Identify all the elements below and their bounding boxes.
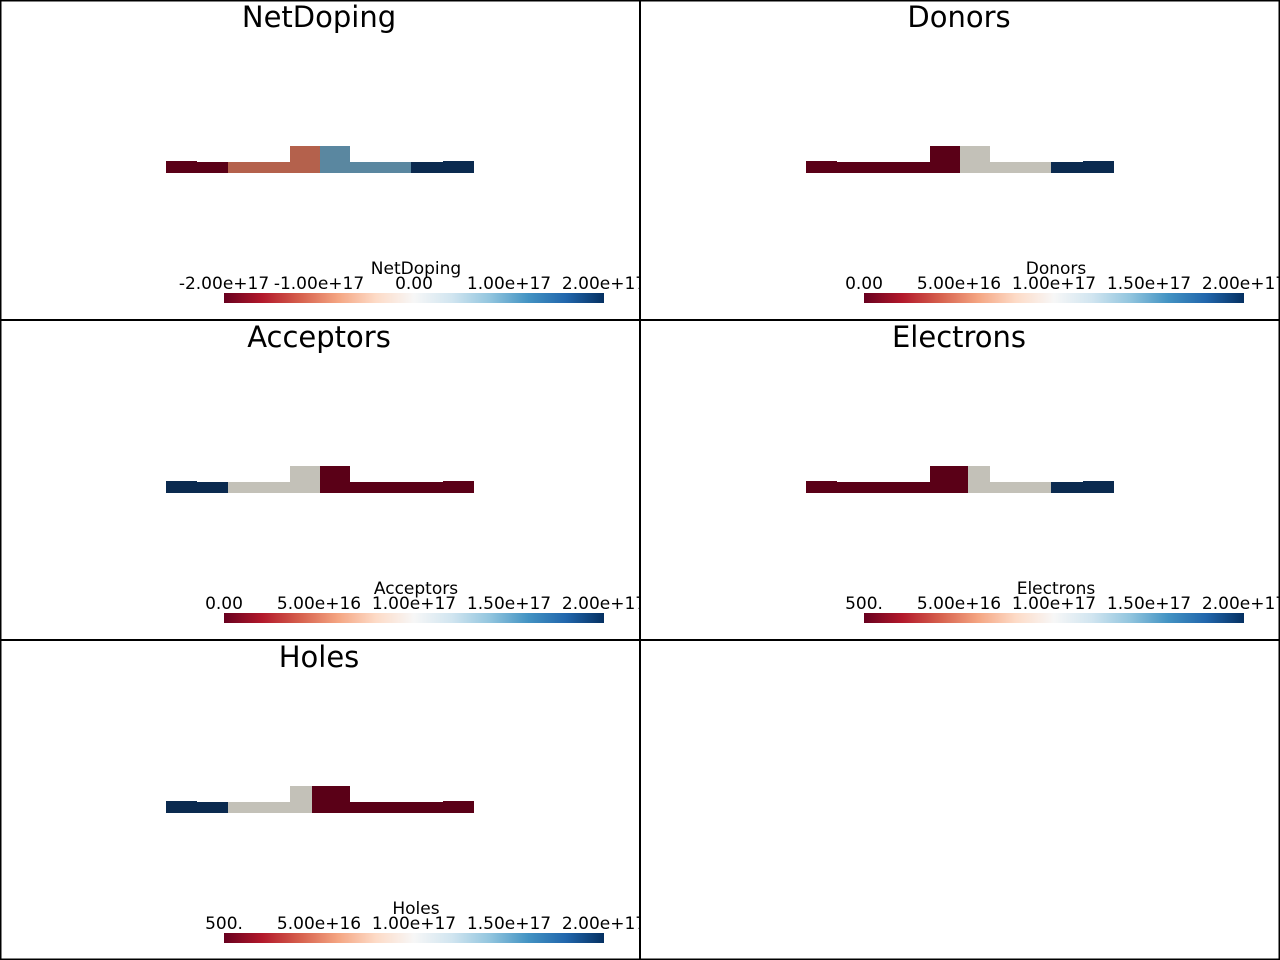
colorbar-title: Electrons	[1017, 579, 1096, 599]
colorbar	[864, 613, 1244, 623]
mesh-region	[320, 466, 350, 493]
mesh-region	[320, 146, 350, 173]
panel-canvas: Acceptors Acceptors 0.00 5.00e+16 1.00e+17 1.…	[166, 320, 640, 623]
mesh-region	[228, 162, 320, 173]
colorbar-tick-label: 1.00e+17	[372, 914, 456, 934]
mesh-cap	[443, 161, 474, 163]
colorbar	[224, 933, 604, 943]
colorbar-tick-label: 5.00e+16	[277, 914, 361, 934]
panel-title: Donors	[907, 0, 1010, 34]
colorbar-tick-label: 0.00	[395, 274, 433, 294]
mesh-region	[411, 162, 474, 173]
mesh-cap	[1083, 161, 1114, 163]
colorbar-tick-label: 1.00e+17	[1012, 274, 1096, 294]
mesh-region	[806, 482, 968, 493]
mesh-region	[290, 786, 312, 813]
panel-canvas: NetDoping NetDoping -2.00e+17 -1.00e+17 0.00…	[166, 0, 640, 303]
mesh-region	[960, 162, 1051, 173]
mesh-region	[320, 162, 411, 173]
mesh-cap	[806, 481, 837, 483]
mesh-region	[228, 802, 312, 813]
panel-canvas: Electrons Electrons 500. 5.00e+16 1.00e+17 1.…	[806, 320, 1280, 623]
plot-panel: NetDoping NetDoping -2.00e+17 -1.00e+17 0.00…	[0, 0, 640, 320]
mesh-cap	[1083, 481, 1114, 483]
colorbar-tick-label: 1.50e+17	[1107, 274, 1191, 294]
panel-title: Electrons	[892, 320, 1026, 354]
colorbar-tick-label: 5.00e+16	[917, 274, 1001, 294]
mesh-cap	[166, 481, 197, 483]
mesh-region	[960, 146, 990, 173]
colorbar-tick-label: 2.00e+17	[1202, 274, 1280, 294]
colorbar-tick-label: 1.00e+17	[372, 594, 456, 614]
mesh-region	[166, 482, 228, 493]
mesh-region	[320, 482, 474, 493]
mesh-cap	[166, 161, 197, 163]
mesh-region	[1051, 482, 1114, 493]
plot-panel: Acceptors Acceptors 0.00 5.00e+16 1.00e+17 1.…	[0, 320, 640, 640]
mesh-region	[312, 802, 474, 813]
colorbar-title: NetDoping	[371, 259, 461, 279]
panel-canvas: Donors Donors 0.00 5.00e+16 1.00e+17 1.50e+17…	[806, 0, 1280, 303]
mesh-cap	[443, 481, 474, 483]
colorbar-tick-label: 1.50e+17	[467, 914, 551, 934]
colorbar-tick-label: -1.00e+17	[274, 274, 364, 294]
mesh-cap	[806, 161, 837, 163]
mesh-region	[166, 802, 228, 813]
mesh-region	[228, 482, 320, 493]
mesh-region	[1051, 162, 1114, 173]
colorbar-tick-label: 0.00	[205, 594, 243, 614]
mesh-cap	[443, 801, 474, 803]
colorbar-title: Acceptors	[374, 579, 458, 599]
colorbar-tick-label: 5.00e+16	[277, 594, 361, 614]
colorbar-tick-label: 0.00	[845, 274, 883, 294]
plot-panel: Holes Holes 500. 5.00e+16 1.00e+17 1.50e+17 2.…	[0, 640, 640, 960]
colorbar-tick-label: 5.00e+16	[917, 594, 1001, 614]
mesh-cap	[166, 801, 197, 803]
colorbar-tick-label: 2.00e+17	[562, 914, 640, 934]
colorbar-tick-label: 1.00e+17	[1012, 594, 1096, 614]
mesh-region	[968, 482, 1051, 493]
panel-title: Acceptors	[247, 320, 391, 354]
colorbar-tick-label: 2.00e+17	[562, 274, 640, 294]
panel-canvas: Holes Holes 500. 5.00e+16 1.00e+17 1.50e+17 2.…	[166, 640, 640, 943]
colorbar-tick-label: 1.00e+17	[467, 274, 551, 294]
colorbar-title: Donors	[1026, 259, 1087, 279]
colorbar-tick-label: 2.00e+17	[562, 594, 640, 614]
mesh-region	[930, 466, 968, 493]
mesh-region	[930, 146, 960, 173]
colorbar-tick-label: 2.00e+17	[1202, 594, 1280, 614]
colorbar-tick-label: 500.	[845, 594, 883, 614]
mesh-region	[968, 466, 990, 493]
panel-title: NetDoping	[242, 0, 396, 34]
colorbar-tick-label: -2.00e+17	[179, 274, 269, 294]
plot-panel: Donors Donors 0.00 5.00e+16 1.00e+17 1.50e+17…	[640, 0, 1280, 320]
colorbar	[224, 613, 604, 623]
mesh-region	[806, 162, 960, 173]
colorbar	[864, 293, 1244, 303]
colorbar-tick-label: 1.50e+17	[467, 594, 551, 614]
panel-title: Holes	[279, 640, 360, 674]
mesh-region	[290, 146, 320, 173]
plot-panel: Electrons Electrons 500. 5.00e+16 1.00e+17 1.…	[640, 320, 1280, 640]
mesh-region	[312, 786, 350, 813]
colorbar-tick-label: 500.	[205, 914, 243, 934]
colorbar	[224, 293, 604, 303]
mesh-region	[166, 162, 228, 173]
mesh-region	[290, 466, 320, 493]
colorbar-tick-label: 1.50e+17	[1107, 594, 1191, 614]
colorbar-title: Holes	[392, 899, 439, 919]
